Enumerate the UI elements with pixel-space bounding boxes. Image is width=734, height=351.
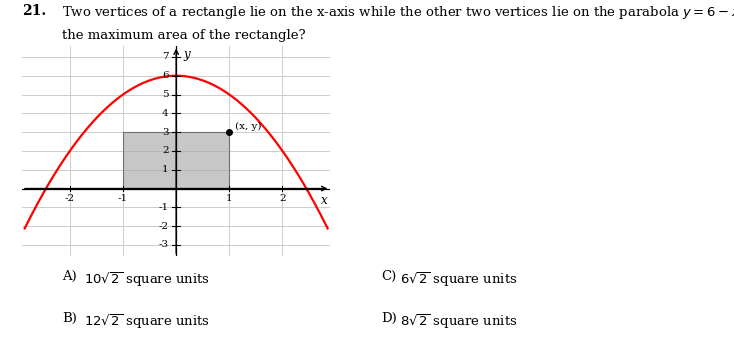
Text: 4: 4 bbox=[162, 109, 169, 118]
Text: -1: -1 bbox=[159, 203, 169, 212]
Text: 1: 1 bbox=[226, 194, 233, 203]
Text: 2: 2 bbox=[162, 146, 169, 155]
Text: B): B) bbox=[62, 312, 77, 325]
Text: 21.: 21. bbox=[22, 4, 46, 18]
Text: $10\sqrt{2}$ square units: $10\sqrt{2}$ square units bbox=[84, 270, 211, 289]
Text: -1: -1 bbox=[118, 194, 128, 203]
Text: 5: 5 bbox=[162, 90, 169, 99]
Text: x: x bbox=[321, 194, 327, 207]
Text: 1: 1 bbox=[162, 165, 169, 174]
Text: 7: 7 bbox=[162, 52, 169, 61]
Text: -3: -3 bbox=[159, 240, 169, 250]
Text: $8\sqrt{2}$ square units: $8\sqrt{2}$ square units bbox=[400, 312, 517, 331]
Text: y: y bbox=[183, 47, 189, 60]
Text: -2: -2 bbox=[159, 221, 169, 231]
Text: 3: 3 bbox=[162, 128, 169, 137]
Text: C): C) bbox=[382, 270, 397, 283]
Bar bbox=[123, 132, 229, 188]
Text: D): D) bbox=[382, 312, 397, 325]
Text: Two vertices of a rectangle lie on the x-axis while the other two vertices lie o: Two vertices of a rectangle lie on the x… bbox=[62, 4, 734, 42]
Text: $12\sqrt{2}$ square units: $12\sqrt{2}$ square units bbox=[84, 312, 211, 331]
Text: 6: 6 bbox=[162, 71, 169, 80]
Text: A): A) bbox=[62, 270, 77, 283]
Text: (x, y): (x, y) bbox=[235, 121, 261, 131]
Text: $6\sqrt{2}$ square units: $6\sqrt{2}$ square units bbox=[400, 270, 517, 289]
Text: 2: 2 bbox=[279, 194, 286, 203]
Text: -2: -2 bbox=[65, 194, 75, 203]
